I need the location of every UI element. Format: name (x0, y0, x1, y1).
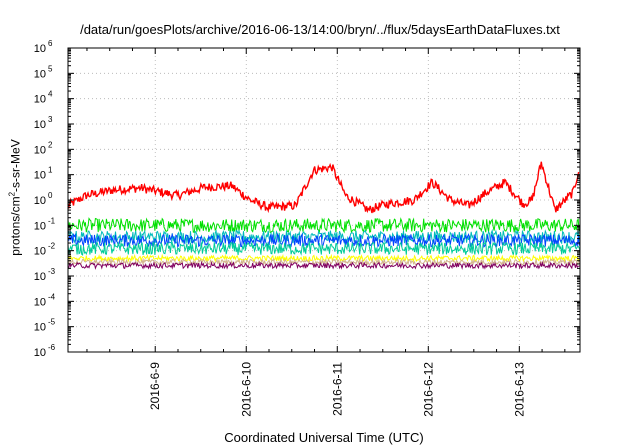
chart-title: /data/run/goesPlots/archive/2016-06-13/1… (80, 22, 560, 37)
y-tick-label: 10 (34, 144, 46, 156)
y-tick-exponent: 2 (48, 140, 53, 149)
y-tick-label: 10 (34, 43, 46, 55)
series-line (67, 240, 581, 257)
y-tick-label: 10 (34, 296, 46, 308)
series-line (67, 257, 581, 267)
y-tick-exponent: -4 (48, 292, 56, 301)
y-tick-exponent: 0 (48, 191, 53, 200)
y-tick-label: 10 (34, 195, 46, 207)
y-axis-label: protons/cm2-s-sr-MeV (7, 139, 23, 256)
y-tick-label: 10 (34, 246, 46, 258)
y-tick-exponent: 6 (48, 39, 53, 48)
series-lines (67, 161, 581, 271)
series-line (67, 228, 581, 245)
y-tick-exponent: -1 (48, 216, 56, 225)
y-tick-label: 10 (34, 68, 46, 80)
x-tick-label: 2016-6-9 (148, 362, 162, 410)
y-tick-label: 10 (34, 220, 46, 232)
series-line (67, 253, 581, 263)
y-tick-label: 10 (34, 170, 46, 182)
y-tick-exponent: 4 (48, 90, 53, 99)
y-tick-exponent: -5 (48, 318, 56, 327)
y-tick-label: 10 (34, 94, 46, 106)
y-tick-exponent: -6 (48, 343, 56, 352)
grid-lines (68, 48, 580, 352)
y-tick-label: 10 (34, 347, 46, 359)
x-tick-label: 2016-6-12 (421, 362, 435, 417)
y-tick-exponent: 5 (48, 64, 53, 73)
y-tick-exponent: 3 (48, 115, 53, 124)
x-tick-label: 2016-6-13 (512, 362, 526, 417)
y-tick-exponent: -3 (48, 267, 56, 276)
y-tick-exponent: 1 (48, 166, 53, 175)
x-tick-label: 2016-6-10 (239, 362, 253, 417)
x-axis-label: Coordinated Universal Time (UTC) (224, 430, 424, 445)
series-line (67, 260, 581, 271)
series-line (67, 217, 581, 234)
x-tick-label: 2016-6-11 (330, 362, 344, 416)
y-tick-exponent: -2 (48, 242, 56, 251)
y-axis: 10 -610 -510 -410 -310 -210 -110 010 110 210 310 41… (34, 39, 580, 359)
y-tick-label: 10 (34, 322, 46, 334)
series-line (67, 161, 580, 214)
x-axis: 2016-6-9 2016-6-10 2016-6-11 2016-6-12 2016-… (86, 48, 566, 417)
y-tick-label: 10 (34, 271, 46, 283)
y-tick-label: 10 (34, 119, 46, 131)
